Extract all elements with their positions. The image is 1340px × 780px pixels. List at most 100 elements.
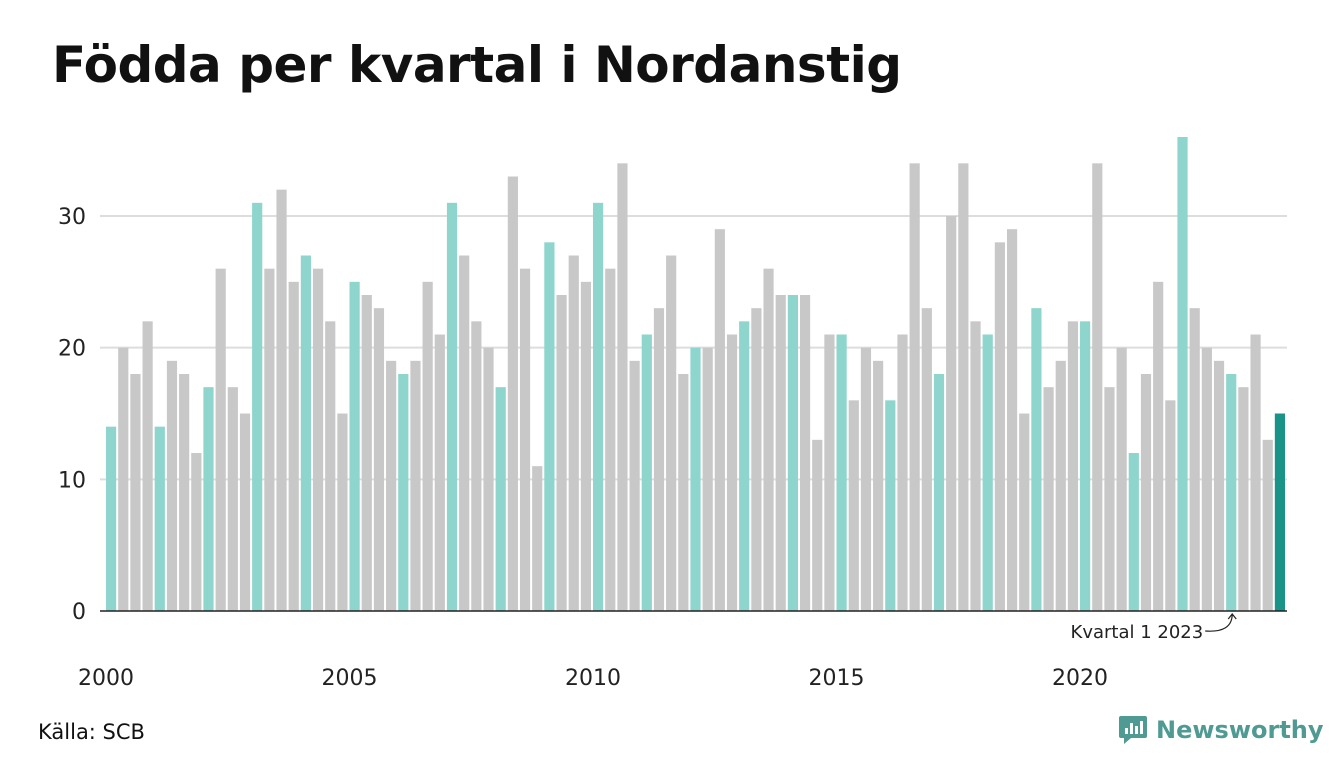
- bar: [227, 387, 238, 611]
- bar: [422, 281, 433, 611]
- bar: [848, 400, 859, 611]
- annotation-label: Kvartal 1 2023: [1071, 622, 1204, 643]
- bar: [434, 334, 445, 611]
- bar: [739, 321, 750, 611]
- y-tick-label: 10: [58, 468, 86, 493]
- bar: [1128, 453, 1139, 611]
- bar: [203, 387, 214, 611]
- bar: [264, 268, 275, 611]
- bar: [276, 189, 287, 612]
- bar: [921, 308, 932, 611]
- bar: [495, 387, 506, 611]
- bar: [325, 321, 336, 611]
- bar: [459, 255, 470, 611]
- bar: [398, 374, 409, 611]
- bar: [568, 255, 579, 611]
- bar: [605, 268, 616, 611]
- bar: [252, 202, 263, 611]
- bar: [349, 281, 360, 611]
- bar: [410, 360, 421, 611]
- bar: [1031, 308, 1042, 611]
- bar: [288, 281, 299, 611]
- bar: [787, 295, 798, 611]
- bar: [179, 374, 190, 611]
- x-axis: 2000 2005 2010 2015 2020: [78, 666, 1108, 691]
- bar: [1080, 321, 1091, 611]
- bar: [1092, 163, 1103, 611]
- bar: [446, 202, 458, 611]
- x-tick-label: 2005: [322, 666, 378, 691]
- bar: [1055, 360, 1066, 611]
- bar: [1116, 347, 1127, 611]
- bar: [166, 360, 178, 611]
- bar: [1250, 334, 1261, 611]
- source-note: Källa: SCB: [38, 720, 145, 744]
- bar-chart: 0 10 20 30 2000 2005 2010 2015 2020 Kvartal 1 2…: [58, 137, 1287, 691]
- bar: [1165, 400, 1176, 611]
- bar: [1006, 229, 1018, 612]
- bar: [1189, 308, 1200, 611]
- bar: [361, 295, 372, 611]
- bar: [471, 321, 482, 611]
- bar: [763, 268, 774, 611]
- bar: [1153, 281, 1164, 611]
- bar: [337, 413, 348, 611]
- bar: [373, 308, 385, 611]
- bar: [1274, 413, 1285, 611]
- bar: [580, 281, 592, 611]
- bar: [386, 360, 397, 611]
- brand-name: Newsworthy: [1156, 716, 1324, 744]
- bar: [1140, 374, 1152, 611]
- bar: [909, 163, 920, 611]
- bar: [970, 321, 981, 611]
- bar: [519, 268, 531, 611]
- bar: [1201, 347, 1212, 611]
- bar: [483, 347, 494, 611]
- bar: [897, 334, 908, 611]
- bar: [215, 268, 226, 611]
- bar: [799, 295, 811, 611]
- bar: [106, 426, 117, 611]
- bar: [1177, 137, 1188, 611]
- bar: [617, 163, 628, 611]
- bar: [751, 308, 762, 611]
- bar: [702, 347, 713, 611]
- bar: [1238, 387, 1249, 611]
- bar: [958, 163, 969, 611]
- bar: [1067, 321, 1079, 611]
- bar: [239, 413, 251, 611]
- bar: [653, 308, 665, 611]
- bar: [1104, 387, 1115, 611]
- x-tick-label: 2015: [809, 666, 865, 691]
- x-tick-label: 2000: [78, 666, 134, 691]
- bar: [556, 295, 567, 611]
- newsworthy-logo: Newsworthy: [1118, 714, 1324, 746]
- bar: [1213, 360, 1225, 611]
- bar: [641, 334, 652, 611]
- annotation: Kvartal 1 2023: [1071, 613, 1237, 643]
- bar: [726, 334, 738, 611]
- bar: [982, 334, 993, 611]
- chart-title: Födda per kvartal i Nordanstig: [52, 36, 902, 94]
- bar: [130, 374, 141, 611]
- bar: [873, 360, 884, 611]
- bar: [1226, 374, 1237, 611]
- bar: [191, 453, 202, 611]
- bar: [507, 176, 518, 611]
- bar: [142, 321, 153, 611]
- y-tick-label: 20: [58, 337, 86, 362]
- bar: [1043, 387, 1054, 611]
- bars: [106, 137, 1285, 612]
- bar: [933, 374, 945, 611]
- bar: [312, 268, 324, 611]
- bar: [775, 295, 786, 611]
- bar: [300, 255, 311, 611]
- bar: [544, 242, 555, 611]
- bar: [836, 334, 847, 611]
- annotation-arrow: [1205, 613, 1237, 632]
- bar: [629, 360, 640, 611]
- bar: [812, 439, 823, 611]
- bar: [678, 374, 689, 611]
- bar: [532, 466, 543, 611]
- bar: [860, 347, 872, 611]
